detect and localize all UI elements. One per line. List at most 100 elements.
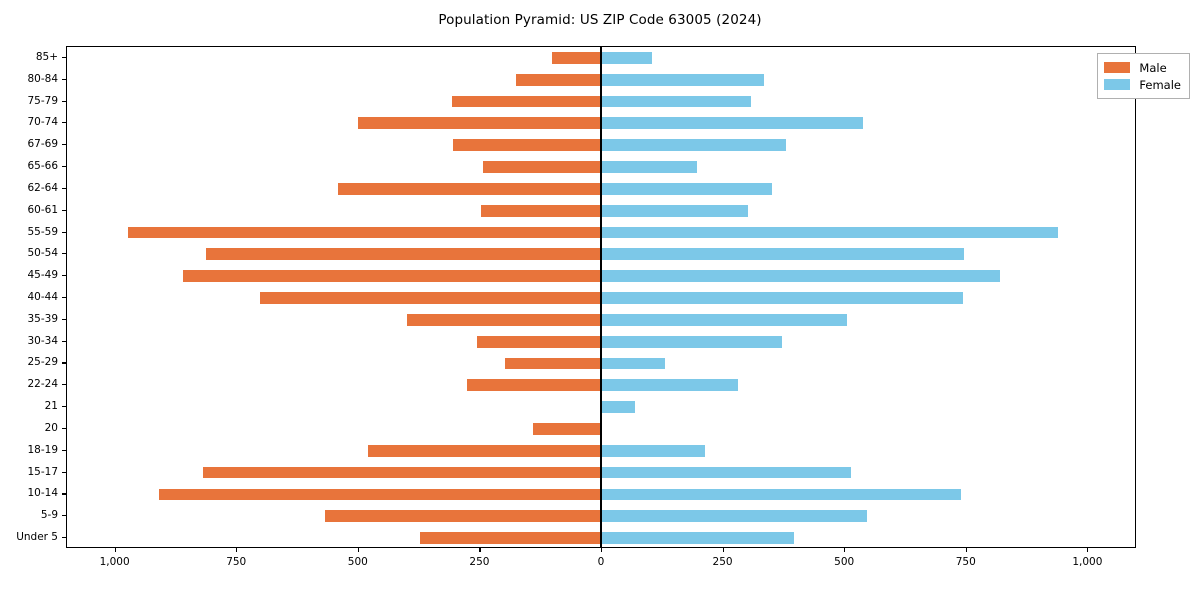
legend-entry-male: Male [1104, 59, 1181, 76]
bar-male [159, 488, 601, 501]
bar-row [67, 73, 1135, 86]
bar-row [67, 226, 1135, 239]
bar-female [601, 139, 786, 152]
y-axis-label: 15-17 [27, 465, 58, 478]
x-axis-tick [114, 548, 116, 552]
plot-inner [67, 47, 1135, 547]
y-axis-label: 21 [44, 400, 58, 413]
bar-male [481, 204, 601, 217]
bar-male [358, 117, 601, 130]
y-axis-label: 25-29 [27, 356, 58, 369]
y-axis-label: 75-79 [27, 94, 58, 107]
y-axis-label: Under 5 [16, 531, 58, 544]
bar-female [601, 292, 963, 304]
y-axis-label: 40-44 [27, 291, 58, 303]
x-axis-label: 750 [226, 556, 247, 568]
bar-male [504, 357, 601, 370]
x-axis-label: 1,000 [99, 556, 130, 568]
y-axis-tick [62, 209, 66, 211]
bar-female [601, 270, 1001, 283]
x-axis-label: 500 [347, 556, 368, 568]
y-axis-tick [62, 122, 66, 124]
bar-row [67, 313, 1135, 326]
bar-female [601, 182, 772, 195]
legend-swatch-female [1104, 79, 1131, 90]
y-axis-tick [62, 56, 66, 58]
y-axis-tick [62, 144, 66, 146]
y-axis-tick [62, 493, 66, 495]
bar-row [67, 335, 1135, 348]
bar-female [601, 488, 961, 501]
bar-male [406, 313, 601, 326]
bar-female [601, 379, 739, 392]
bar-row [67, 95, 1135, 108]
bar-row [67, 161, 1135, 173]
y-axis-tick [62, 427, 66, 430]
bar-male [476, 335, 601, 348]
y-axis-tick [62, 100, 66, 102]
x-axis-tick [601, 548, 603, 552]
bar-male [420, 532, 601, 544]
bar-row [67, 270, 1135, 283]
x-axis-label: 0 [597, 556, 605, 568]
y-axis-label: 22-24 [27, 378, 58, 391]
bar-female [601, 357, 665, 370]
bar-female [601, 510, 867, 523]
bar-male [205, 248, 601, 261]
y-axis-tick [62, 166, 66, 168]
x-axis-label: 250 [469, 556, 490, 568]
bar-male [325, 510, 601, 523]
y-axis-tick [62, 537, 66, 539]
x-axis-label: 1,000 [1072, 556, 1103, 568]
bar-female [601, 466, 851, 479]
legend-label-female: Female [1139, 77, 1181, 92]
legend-swatch-male [1104, 62, 1131, 73]
bar-female [601, 161, 697, 173]
bar-row [67, 292, 1135, 304]
x-axis-tick [965, 548, 967, 552]
bar-row [67, 423, 1135, 435]
y-axis-tick [62, 449, 66, 451]
y-axis-label: 20 [44, 421, 58, 434]
y-axis-tick [62, 340, 66, 342]
bar-row [67, 444, 1135, 457]
bar-male [552, 52, 601, 64]
bar-male [515, 73, 601, 86]
x-axis-label: 500 [834, 556, 855, 568]
y-axis-label: 5-9 [40, 509, 58, 522]
bar-row [67, 379, 1135, 392]
y-axis-label: 45-49 [27, 269, 58, 282]
bar-male [452, 139, 601, 152]
legend-entry-female: Female [1104, 76, 1181, 93]
y-axis-tick [62, 515, 66, 517]
bar-female [601, 52, 652, 64]
bar-row [67, 488, 1135, 501]
bar-row [67, 401, 1135, 414]
bar-male [202, 466, 601, 479]
bar-female [601, 532, 794, 544]
x-axis-label: 250 [712, 556, 733, 568]
y-axis-tick [62, 275, 66, 277]
y-axis-label: 65-66 [27, 160, 58, 173]
bar-male [127, 226, 601, 239]
bar-female [601, 401, 636, 414]
bar-female [601, 313, 847, 326]
bar-row [67, 357, 1135, 370]
y-axis-label: 85+ [35, 50, 58, 63]
bar-female [601, 204, 748, 217]
legend-label-male: Male [1139, 60, 1167, 75]
bar-male [259, 292, 601, 304]
zero-axis-line [600, 47, 602, 547]
y-axis-label: 50-54 [27, 247, 58, 260]
chart-title: Population Pyramid: US ZIP Code 63005 (2… [438, 12, 762, 28]
y-axis-tick [62, 187, 66, 189]
chart-legend: Male Female [1097, 53, 1190, 99]
bar-male [482, 161, 601, 173]
y-axis-label: 30-34 [27, 334, 58, 347]
bar-row [67, 466, 1135, 479]
bar-row [67, 52, 1135, 64]
y-axis-label: 67-69 [27, 138, 58, 151]
bar-female [601, 248, 964, 261]
bar-row [67, 510, 1135, 523]
